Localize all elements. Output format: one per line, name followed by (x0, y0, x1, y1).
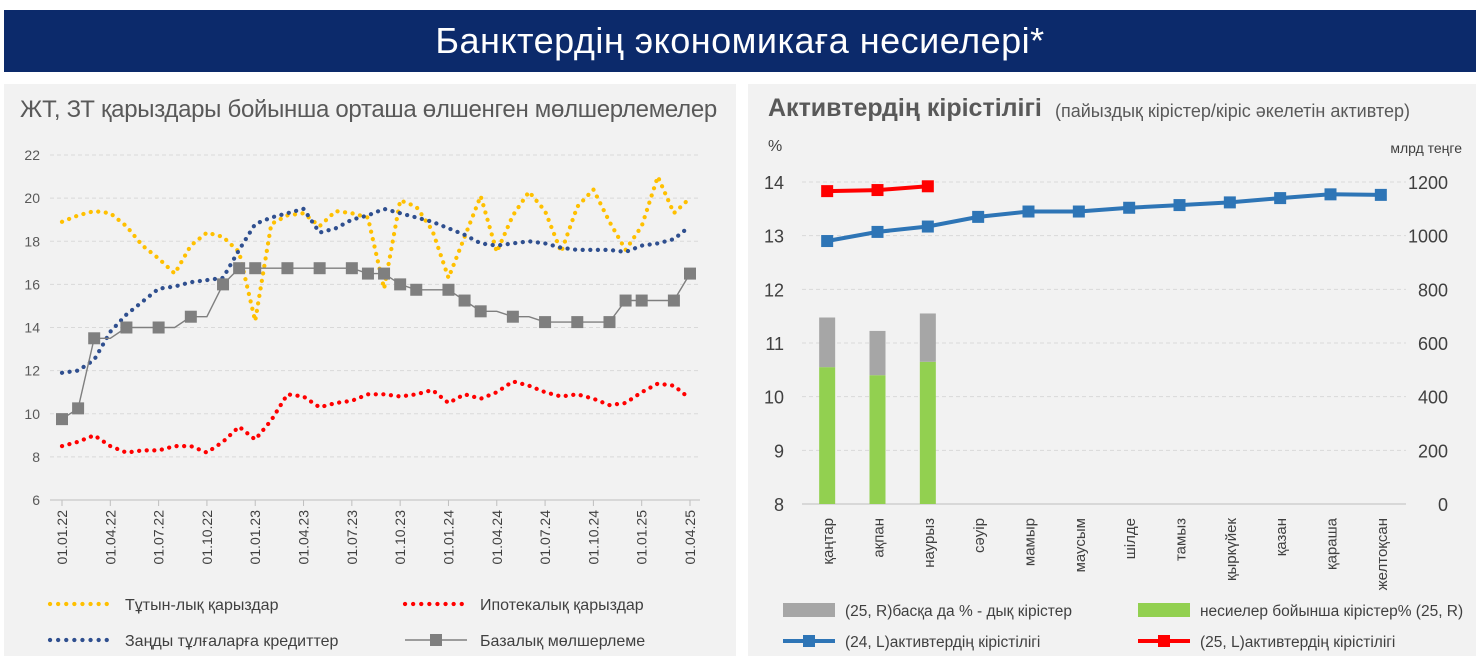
page-banner: Банктердің экономикаға несиелері* (4, 10, 1476, 72)
left-chart-title: ЖТ, ЗТ қарыздары бойынша орташа өлшенген… (20, 96, 717, 123)
right-chart-subtitle: (пайыздық кірістер/кіріс әкелетін активт… (1055, 101, 1410, 121)
banner-title: Банктердің экономикаға несиелері* (435, 20, 1045, 61)
right-chart-title: Активтердің кірістілігі (768, 94, 1042, 122)
left-chart-panel (4, 84, 736, 656)
right-chart-panel (748, 84, 1476, 656)
